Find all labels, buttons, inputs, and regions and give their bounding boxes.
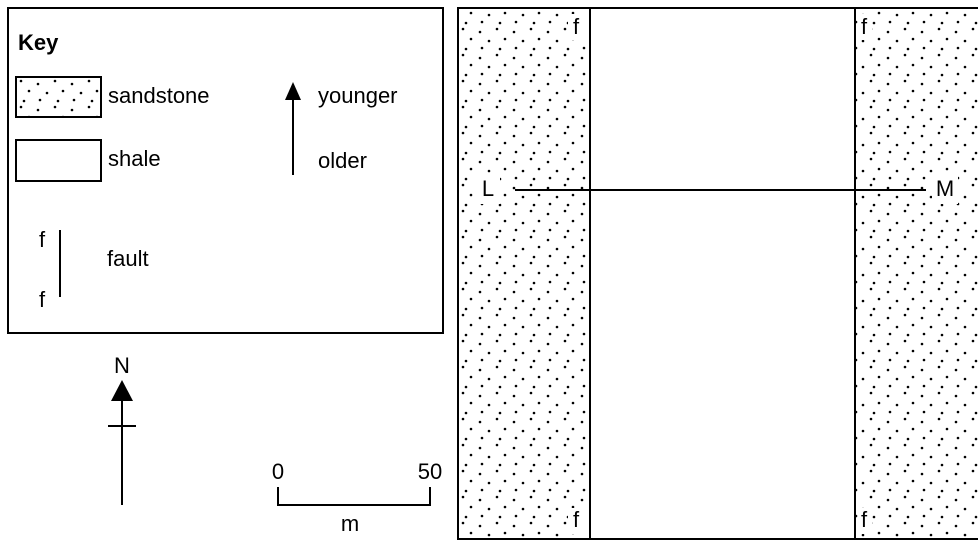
label-bg: [858, 508, 872, 534]
sandstone-right: [855, 8, 978, 539]
north-label: N: [114, 353, 130, 378]
fault-label: fault: [107, 246, 149, 271]
sandstone-swatch: [15, 76, 102, 118]
scale-unit: m: [341, 511, 359, 536]
fault-label-tr: f: [861, 14, 868, 39]
north-arrow-head: [111, 380, 133, 401]
section-start: L: [482, 176, 494, 201]
label-bg: [476, 176, 500, 204]
key-box: [7, 7, 444, 334]
scale-bar: [277, 487, 431, 506]
scale-end: 50: [418, 459, 442, 484]
section-end: M: [936, 176, 954, 201]
shale-label: shale: [108, 146, 161, 171]
younger-label: younger: [318, 83, 398, 108]
map-border: [457, 7, 978, 540]
sandstone-label: sandstone: [108, 83, 210, 108]
fault-label-br: f: [861, 507, 868, 532]
key-title: Key: [18, 30, 59, 55]
fault-label-tl: f: [573, 14, 580, 39]
fault-label-bl: f: [573, 507, 580, 532]
fault-f-top: f: [39, 227, 46, 252]
label-bg: [932, 176, 958, 204]
age-arrow-head: [285, 82, 301, 100]
label-bg: [568, 508, 586, 534]
older-label: older: [318, 148, 367, 173]
fault-f-bottom: f: [39, 287, 46, 312]
scale-start: 0: [272, 459, 284, 484]
sandstone-left: [458, 8, 590, 539]
label-bg: [858, 14, 872, 40]
label-bg: [568, 14, 586, 40]
shale-swatch: [15, 139, 102, 182]
